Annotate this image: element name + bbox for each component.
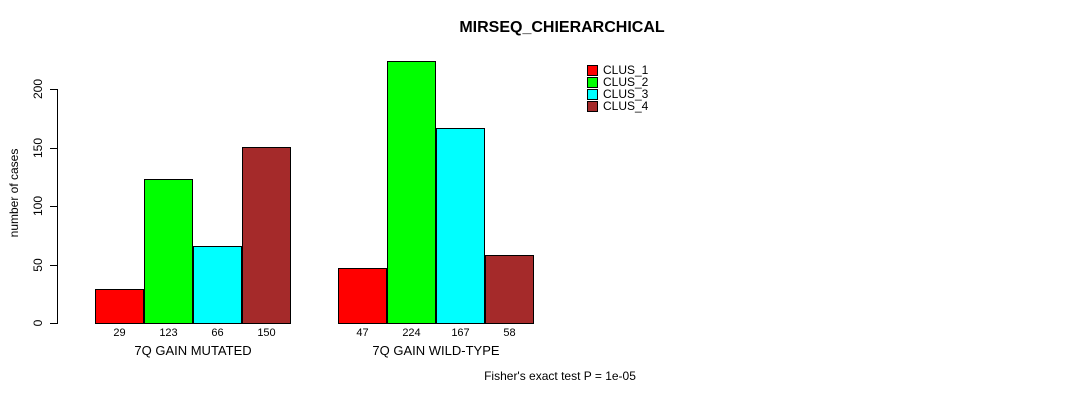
y-tick-label: 50 (31, 257, 45, 272)
bar-clus_2 (387, 61, 436, 324)
bar-value-label: 58 (503, 327, 516, 339)
group-label: 7Q GAIN MUTATED (134, 343, 252, 358)
legend-label: CLUS_2 (603, 75, 649, 89)
y-tick-label: 200 (31, 78, 45, 100)
bar-clus_3 (193, 246, 242, 324)
y-tick-mark (50, 89, 58, 90)
bar-clus_3 (436, 128, 485, 324)
y-tick-mark (50, 323, 58, 324)
bar-clus_1 (338, 268, 387, 324)
bar-value-label: 167 (451, 327, 470, 339)
legend-label: CLUS_3 (603, 87, 649, 101)
chart-title: MIRSEQ_CHIERARCHICAL (459, 19, 665, 36)
bar-value-label: 150 (257, 327, 276, 339)
bar-value-label: 123 (159, 327, 178, 339)
bar-clus_1 (95, 289, 144, 324)
bar-value-label: 224 (402, 327, 421, 339)
y-tick-label: 0 (31, 319, 45, 327)
legend-swatch-icon (587, 65, 598, 76)
legend-label: CLUS_4 (603, 99, 649, 113)
bar-value-label: 66 (211, 327, 224, 339)
y-tick-label: 100 (31, 195, 45, 217)
legend-swatch-icon (587, 77, 598, 88)
legend-item-clus_3: CLUS_3 (587, 87, 649, 101)
y-tick-label: 150 (31, 137, 45, 158)
bar-value-label: 47 (356, 327, 369, 339)
bar-value-label: 29 (113, 327, 126, 339)
legend-item-clus_2: CLUS_2 (587, 75, 649, 89)
legend-swatch-icon (587, 101, 598, 112)
legend-item-clus_4: CLUS_4 (587, 99, 649, 113)
bar-clus_2 (144, 179, 193, 324)
legend-swatch-icon (587, 89, 598, 100)
y-tick-mark (50, 206, 58, 207)
legend-label: CLUS_1 (603, 63, 649, 77)
bar-clus_4 (485, 255, 534, 324)
y-tick-mark (50, 147, 58, 149)
bar-clus_4 (242, 147, 291, 324)
group-label: 7Q GAIN WILD-TYPE (372, 343, 500, 358)
y-tick-mark (50, 264, 58, 266)
stats-annotation: Fisher's exact test P = 1e-05 (484, 369, 636, 383)
legend-item-clus_1: CLUS_1 (587, 63, 649, 77)
y-axis-label: number of cases (7, 148, 21, 238)
